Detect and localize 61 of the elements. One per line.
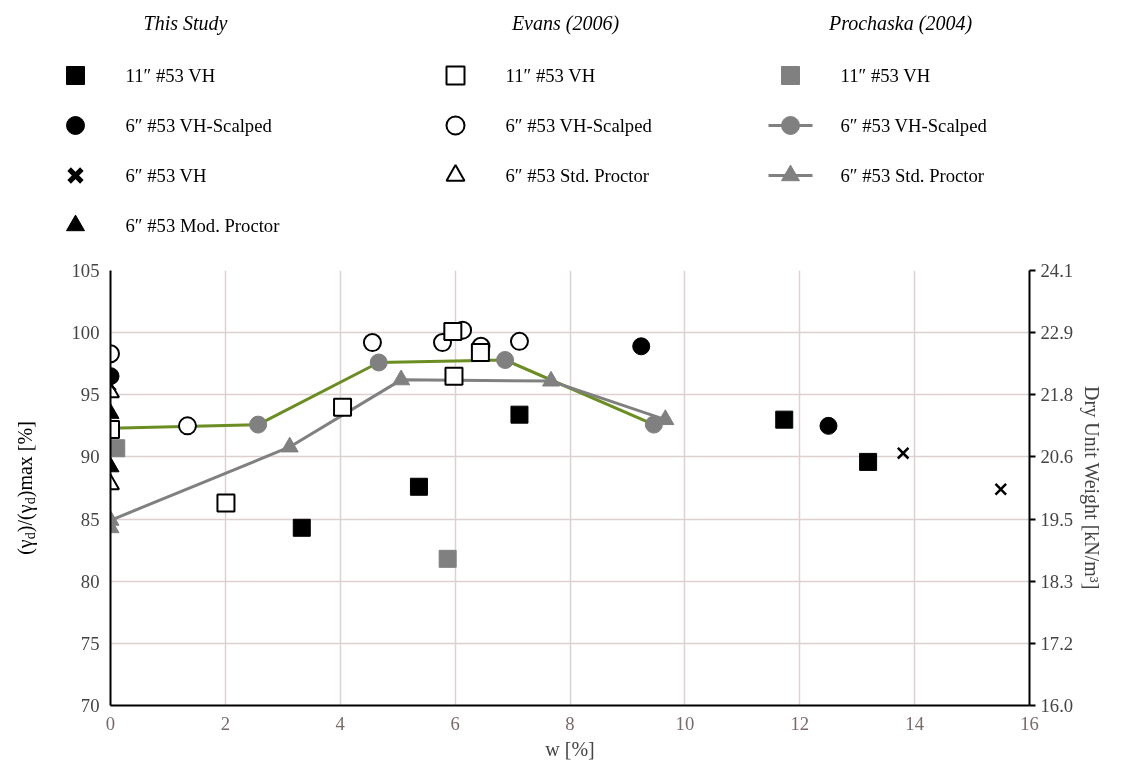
y-tick-label: 100 [71,322,100,344]
x-tick-label: 14 [905,712,925,734]
x-tick-label: 8 [565,712,575,734]
x-tick-label: 2 [220,712,231,734]
text: Prochaska (2004) [827,11,973,35]
y-tick-label: 90 [80,446,100,468]
legend-label: 11″ #53 VH [505,65,596,86]
y-tick-label: 95 [80,384,100,406]
legend-label: 6″ #53 Mod. Proctor [125,215,281,236]
point [896,446,910,460]
y-tick-label: 85 [80,508,100,530]
point [632,337,651,356]
legend-label: 11″ #53 VH [840,65,931,86]
y-tick-label: 80 [80,570,100,592]
legend-label: 6″ #53 VH-Scalped [125,115,273,136]
point [443,321,463,341]
y2-tick-label: 21.8 [1040,384,1074,406]
y2-tick-label: 16.0 [1040,695,1074,716]
point [438,549,457,568]
y-tick-label: 70 [80,695,100,716]
legend-label: 6″ #53 VH [125,165,207,186]
point [216,493,236,513]
y2-tick-label: 20.6 [1040,446,1074,468]
point [644,415,663,434]
point [177,416,197,436]
legend-label: 6″ #53 VH-Scalped [840,115,988,136]
x-tick-label: 0 [105,712,116,734]
y2-tick-label: 24.1 [1040,260,1074,281]
point [496,351,515,369]
point [369,353,388,372]
x-tick-label: 10 [675,712,695,734]
x-axis-title: w [%] [545,737,595,760]
point [994,482,1008,496]
point [444,366,464,386]
point [510,405,529,424]
y-axis-title: (γd)/(γd)max [%] [14,421,38,555]
point [292,518,311,537]
point [859,452,878,471]
legend-label: 6″ #53 Std. Proctor [505,165,650,186]
x-tick-label: 6 [450,712,460,734]
point [819,416,838,435]
y2-axis-title: Dry Unit Weight [kN/m³] [1080,386,1104,590]
y2-tick-label: 22.9 [1040,322,1074,344]
point [249,415,268,434]
point [775,410,794,429]
point [470,343,490,363]
text: This Study [143,11,228,35]
text: Evans (2006) [510,11,620,35]
x-tick-label: 4 [335,712,346,734]
point [333,397,353,417]
y-tick-label: 75 [80,632,100,654]
y2-tick-label: 18.3 [1040,570,1074,592]
legend-label: 6″ #53 Std. Proctor [840,165,985,186]
point [409,477,428,496]
x-tick-label: 16 [1020,712,1039,734]
y-tick-label: 105 [71,260,100,281]
legend-label: 11″ #53 VH [125,65,216,86]
legend-label: 6″ #53 VH-Scalped [505,115,653,136]
x-tick-label: 12 [790,712,810,734]
y2-tick-label: 17.2 [1040,632,1074,654]
y2-tick-label: 19.5 [1040,508,1074,530]
